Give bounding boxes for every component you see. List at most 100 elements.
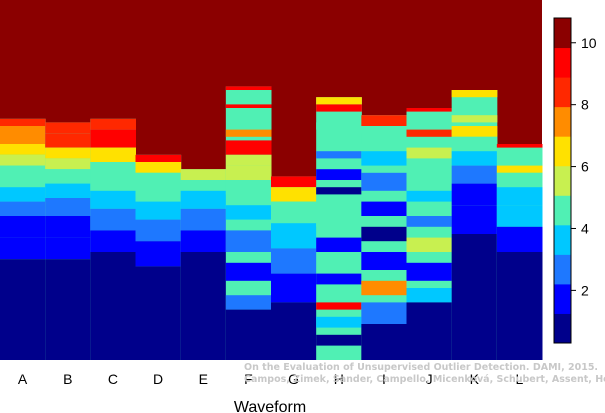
heatmap-cell [135, 266, 182, 360]
heatmap-cell [496, 252, 543, 360]
heatmap-cell [271, 176, 317, 188]
heatmap-cell [316, 216, 362, 227]
x-tick-label: L [516, 371, 524, 387]
heatmap-cell [225, 230, 272, 252]
heatmap-cell [45, 216, 91, 238]
heatmap-cell [451, 234, 498, 360]
heatmap-cell [496, 205, 543, 227]
heatmap-cell [135, 162, 182, 173]
heatmap-cell [316, 187, 362, 195]
colorbar-swatch [554, 195, 571, 226]
heatmap-cell [406, 262, 453, 281]
heatmap-cell [406, 169, 453, 180]
heatmap-cell [0, 187, 46, 202]
heatmap-cell [361, 252, 407, 270]
heatmap-cell [316, 273, 362, 285]
heatmap-cell [361, 324, 407, 360]
heatmap-cell [45, 158, 91, 170]
x-tick-label: C [108, 371, 118, 387]
heatmap-cell [0, 216, 46, 238]
x-tick-label: E [199, 371, 208, 387]
heatmap-cell [496, 144, 543, 148]
heatmap-cell [451, 183, 498, 206]
heatmap-cell [90, 176, 136, 191]
heatmap-cell [451, 126, 498, 137]
heatmap-cell [361, 133, 407, 144]
heatmap-cell [496, 187, 543, 206]
heatmap-cell [0, 237, 46, 260]
heatmap-cell [271, 201, 317, 224]
heatmap-cell [406, 147, 453, 159]
heatmap-cell [0, 165, 46, 177]
heatmap-cell [406, 129, 453, 137]
heatmap-cell [135, 154, 182, 162]
heatmap-cell [316, 122, 362, 130]
heatmap-cell [225, 180, 272, 195]
heatmap-cell [316, 169, 362, 180]
plot-area [0, 0, 543, 361]
heatmap-cell [406, 190, 453, 202]
x-tick-label: I [382, 371, 386, 387]
heatmap-cell [496, 172, 543, 188]
heatmap-cell [496, 165, 543, 173]
heatmap-cell [451, 205, 498, 234]
x-tick-label: G [288, 371, 299, 387]
colorbar-tick-label: 10 [581, 35, 597, 51]
watermark-line-1: On the Evaluation of Unsupervised Outlie… [244, 362, 598, 373]
heatmap-cell [90, 162, 136, 177]
heatmap-cell [271, 273, 317, 303]
heatmap-cell [361, 172, 407, 191]
heatmap-cell [135, 201, 182, 220]
heatmap-cell [316, 334, 362, 346]
colorbar-swatch [554, 106, 571, 137]
colorbar-tick-label: 6 [581, 159, 589, 175]
heatmap-cell [180, 252, 227, 360]
heatmap-cell [135, 219, 182, 242]
heatmap-cell [316, 302, 362, 310]
heatmap-cell [135, 172, 182, 184]
heatmap-cell [180, 169, 227, 180]
heatmap-cell [316, 151, 362, 159]
colorbar-swatch [554, 224, 571, 255]
heatmap-cell [0, 144, 46, 155]
heatmap-cell [406, 288, 453, 303]
heatmap-cell [451, 151, 498, 166]
heatmap-cell [45, 133, 91, 148]
heatmap-cell [271, 187, 317, 202]
heatmap-cell [271, 302, 317, 360]
heatmap-cell [90, 230, 136, 252]
heatmap-cell [316, 237, 362, 252]
heatmap-cell [45, 259, 91, 360]
colorbar-swatch [554, 18, 571, 49]
x-tick-label: F [244, 371, 253, 387]
heatmap-cell [406, 108, 453, 112]
heatmap-cell [90, 190, 136, 209]
heatmap-cell [316, 97, 362, 105]
x-tick-label: D [153, 371, 163, 387]
colorbar-frame [553, 17, 572, 344]
heatmap-cell [225, 295, 272, 310]
heatmap-cell [406, 302, 453, 360]
heatmap-cell [90, 208, 136, 231]
heatmap-cell [225, 86, 272, 90]
x-tick-label: H [334, 371, 344, 387]
heatmap-cell [45, 183, 91, 198]
heatmap-cell [45, 169, 91, 184]
heatmap-column-base [316, 97, 362, 360]
heatmap-cell [361, 226, 407, 242]
colorbar-swatch [554, 136, 571, 167]
x-tick-label: B [63, 371, 72, 387]
colorbar-swatch [554, 254, 571, 285]
heatmap-cell [45, 237, 91, 260]
heatmap-cell [90, 147, 136, 162]
heatmap-cell [45, 122, 91, 134]
watermark-line-2: Campos, Zimek, Sander, Campello, Micenko… [244, 374, 605, 385]
heatmap-cell [0, 259, 46, 360]
heatmap-cell [0, 118, 46, 126]
heatmap-cell [45, 198, 91, 216]
heatmap-cell [225, 165, 272, 180]
colorbar-swatch [554, 283, 571, 314]
heatmap-cell [180, 230, 227, 252]
heatmap-cell [90, 129, 136, 148]
colorbar-tick-label: 4 [581, 220, 589, 236]
